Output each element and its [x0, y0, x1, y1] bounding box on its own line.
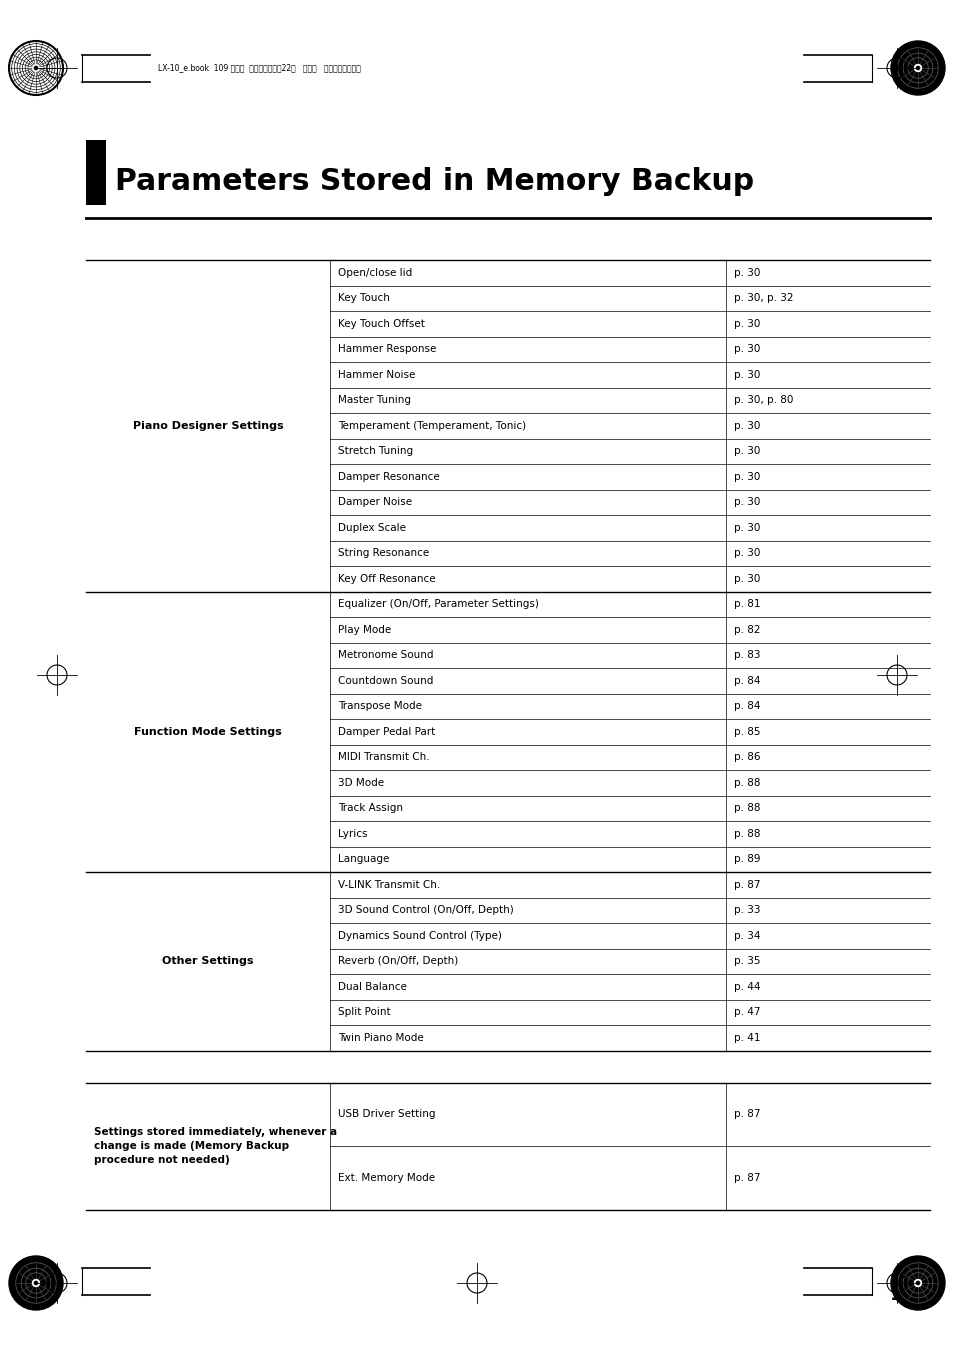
- Text: p. 30: p. 30: [733, 267, 760, 278]
- Text: p. 81: p. 81: [733, 600, 760, 609]
- Text: Key Touch: Key Touch: [337, 293, 390, 303]
- Circle shape: [34, 66, 37, 70]
- Text: p. 30: p. 30: [733, 370, 760, 380]
- Text: Duplex Scale: Duplex Scale: [337, 523, 406, 532]
- Text: p. 47: p. 47: [733, 1008, 760, 1017]
- Text: MIDI Transmit Ch.: MIDI Transmit Ch.: [337, 753, 429, 762]
- Text: Equalizer (On/Off, Parameter Settings): Equalizer (On/Off, Parameter Settings): [337, 600, 538, 609]
- Text: Other Settings: Other Settings: [162, 957, 253, 966]
- Text: p. 84: p. 84: [733, 676, 760, 686]
- Circle shape: [32, 1279, 39, 1286]
- Text: p. 30: p. 30: [733, 471, 760, 482]
- Text: Master Tuning: Master Tuning: [337, 396, 411, 405]
- Circle shape: [32, 65, 39, 72]
- Text: LX-10_e.book  109 ページ  ２００８年９月22日   月曜日   午前１０晎５１分: LX-10_e.book 109 ページ ２００８年９月22日 月曜日 午前１０…: [158, 63, 360, 73]
- Text: Twin Piano Mode: Twin Piano Mode: [337, 1032, 423, 1043]
- Text: Open/close lid: Open/close lid: [337, 267, 412, 278]
- Text: p. 30: p. 30: [733, 574, 760, 584]
- Text: p. 30: p. 30: [733, 420, 760, 431]
- Text: p. 30: p. 30: [733, 446, 760, 457]
- Text: Hammer Noise: Hammer Noise: [337, 370, 415, 380]
- Circle shape: [890, 41, 944, 95]
- Text: String Resonance: String Resonance: [337, 549, 429, 558]
- Text: p. 87: p. 87: [733, 1109, 760, 1120]
- Text: Stretch Tuning: Stretch Tuning: [337, 446, 413, 457]
- Text: Track Assign: Track Assign: [337, 804, 402, 813]
- Text: p. 30: p. 30: [733, 523, 760, 532]
- Circle shape: [890, 1256, 944, 1310]
- Text: Key Touch Offset: Key Touch Offset: [337, 319, 424, 328]
- Text: Hammer Response: Hammer Response: [337, 345, 436, 354]
- Text: Lyrics: Lyrics: [337, 828, 367, 839]
- Text: p. 88: p. 88: [733, 778, 760, 788]
- Text: p. 30: p. 30: [733, 497, 760, 507]
- Text: V-LINK Transmit Ch.: V-LINK Transmit Ch.: [337, 880, 439, 890]
- Text: Temperament (Temperament, Tonic): Temperament (Temperament, Tonic): [337, 420, 525, 431]
- Text: p. 30: p. 30: [733, 549, 760, 558]
- Text: p. 83: p. 83: [733, 650, 760, 661]
- Text: p. 82: p. 82: [733, 624, 760, 635]
- Text: Damper Noise: Damper Noise: [337, 497, 412, 507]
- Text: p. 41: p. 41: [733, 1032, 760, 1043]
- Circle shape: [9, 1256, 63, 1310]
- Text: Damper Pedal Part: Damper Pedal Part: [337, 727, 435, 736]
- Circle shape: [916, 66, 919, 70]
- Text: Dynamics Sound Control (Type): Dynamics Sound Control (Type): [337, 931, 501, 940]
- Text: Split Point: Split Point: [337, 1008, 390, 1017]
- Text: p. 88: p. 88: [733, 828, 760, 839]
- Text: p. 84: p. 84: [733, 701, 760, 711]
- Text: Reverb (On/Off, Depth): Reverb (On/Off, Depth): [337, 957, 457, 966]
- Text: 109: 109: [888, 1286, 929, 1305]
- Circle shape: [914, 1279, 921, 1286]
- Text: USB Driver Setting: USB Driver Setting: [337, 1109, 435, 1120]
- Text: Key Off Resonance: Key Off Resonance: [337, 574, 436, 584]
- Text: p. 35: p. 35: [733, 957, 760, 966]
- Text: p. 89: p. 89: [733, 854, 760, 865]
- Text: p. 44: p. 44: [733, 982, 760, 992]
- Text: Language: Language: [337, 854, 389, 865]
- Text: Damper Resonance: Damper Resonance: [337, 471, 439, 482]
- Circle shape: [914, 65, 921, 72]
- Text: Function Mode Settings: Function Mode Settings: [134, 727, 281, 736]
- Text: p. 30: p. 30: [733, 319, 760, 328]
- FancyBboxPatch shape: [86, 141, 106, 205]
- Text: p. 86: p. 86: [733, 753, 760, 762]
- Text: Piano Designer Settings: Piano Designer Settings: [132, 420, 283, 431]
- Text: p. 33: p. 33: [733, 905, 760, 915]
- Text: Settings stored immediately, whenever a
change is made (Memory Backup
procedure : Settings stored immediately, whenever a …: [94, 1127, 336, 1166]
- Text: Metronome Sound: Metronome Sound: [337, 650, 433, 661]
- Circle shape: [916, 1281, 919, 1285]
- Text: p. 34: p. 34: [733, 931, 760, 940]
- Text: p. 30: p. 30: [733, 345, 760, 354]
- Text: p. 30, p. 32: p. 30, p. 32: [733, 293, 793, 303]
- Text: Parameters Stored in Memory Backup: Parameters Stored in Memory Backup: [115, 168, 753, 196]
- Text: p. 87: p. 87: [733, 880, 760, 890]
- Circle shape: [34, 1281, 37, 1285]
- Text: 3D Sound Control (On/Off, Depth): 3D Sound Control (On/Off, Depth): [337, 905, 514, 915]
- Text: Transpose Mode: Transpose Mode: [337, 701, 421, 711]
- Text: p. 88: p. 88: [733, 804, 760, 813]
- Text: Dual Balance: Dual Balance: [337, 982, 406, 992]
- Text: p. 30, p. 80: p. 30, p. 80: [733, 396, 793, 405]
- Text: 3D Mode: 3D Mode: [337, 778, 384, 788]
- Text: p. 85: p. 85: [733, 727, 760, 736]
- Text: Play Mode: Play Mode: [337, 624, 391, 635]
- Text: Countdown Sound: Countdown Sound: [337, 676, 433, 686]
- Text: p. 87: p. 87: [733, 1173, 760, 1183]
- Text: Ext. Memory Mode: Ext. Memory Mode: [337, 1173, 435, 1183]
